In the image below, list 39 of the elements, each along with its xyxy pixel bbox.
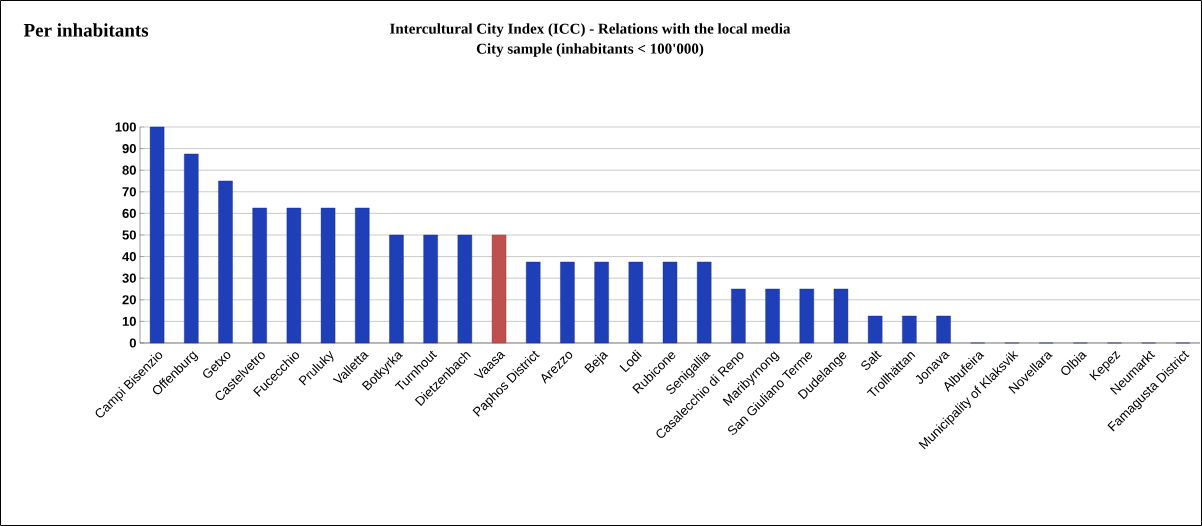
bar (491, 234, 507, 344)
bar (628, 261, 644, 344)
y-tick-label: 30 (122, 273, 136, 283)
text: Per inhabitants (23, 23, 149, 37)
bar (902, 315, 917, 344)
bar (697, 261, 712, 344)
bar (765, 288, 780, 344)
bar (936, 315, 951, 344)
y-tick-label: 70 (122, 187, 136, 197)
bar (799, 288, 814, 344)
bar (867, 315, 883, 344)
bar (594, 261, 609, 344)
bar (560, 261, 575, 344)
x-tick-label: Beja (584, 352, 609, 374)
bar (833, 288, 849, 344)
bar (457, 234, 473, 344)
y-tick-label: 100 (115, 122, 136, 132)
y-tick-label: 90 (122, 143, 136, 154)
y-tick-label: 80 (122, 165, 136, 175)
bar (731, 288, 746, 344)
y-tick-label: 10 (122, 316, 136, 326)
bar (184, 153, 199, 344)
y-tick-label: 40 (122, 251, 136, 262)
bar (320, 207, 336, 344)
bar (252, 207, 267, 344)
chart-title: Intercultural City Index (ICC) - Relations with the local media (390, 23, 791, 37)
chart-subtitle: City sample (inhabitants < 100'000) (476, 43, 704, 57)
y-tick-label: 20 (122, 295, 136, 305)
bar (218, 180, 233, 344)
bar (526, 261, 541, 344)
bar (286, 207, 302, 344)
bar (355, 207, 370, 344)
bar (149, 126, 165, 344)
y-tick-label: 0 (129, 338, 136, 348)
bar (423, 234, 438, 344)
bar (662, 261, 678, 344)
y-tick-label: 50 (122, 230, 136, 240)
bar (389, 234, 404, 344)
y-tick-label: 60 (122, 208, 136, 218)
